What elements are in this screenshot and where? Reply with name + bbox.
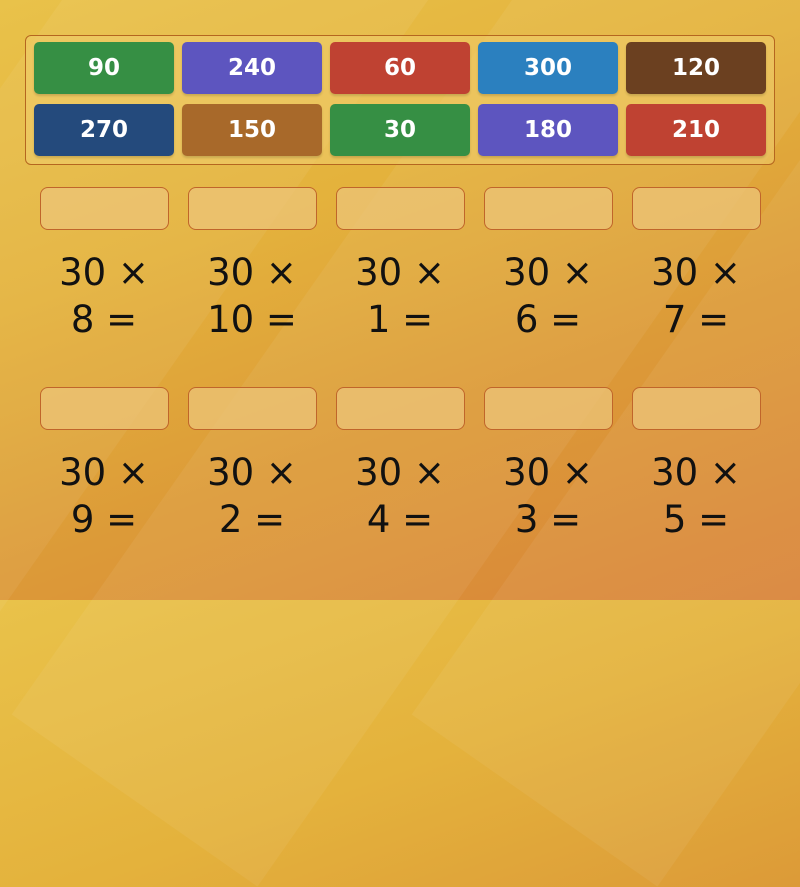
question-line-2: 6 = (514, 298, 582, 341)
question-line-2: 1 = (366, 298, 434, 341)
answer-tile[interactable]: 300 (478, 42, 618, 94)
answer-tile[interactable]: 120 (626, 42, 766, 94)
question-text: 30 × 1 = (326, 249, 474, 343)
answer-drop-zone[interactable] (632, 187, 761, 230)
question-line-2: 2 = (218, 498, 286, 541)
question-text: 30 × 7 = (622, 249, 770, 343)
question-line-1: 30 × (355, 451, 445, 494)
answer-tile[interactable]: 240 (182, 42, 322, 94)
question-line-1: 30 × (651, 251, 741, 294)
answer-tile[interactable]: 210 (626, 104, 766, 156)
question-line-2: 4 = (366, 498, 434, 541)
answer-tile[interactable]: 90 (34, 42, 174, 94)
answer-drop-zone[interactable] (188, 387, 317, 430)
question-line-1: 30 × (503, 251, 593, 294)
question-line-2: 8 = (70, 298, 138, 341)
question-text: 30 × 2 = (178, 449, 326, 543)
answer-drop-zone[interactable] (336, 387, 465, 430)
answer-tile[interactable]: 30 (330, 104, 470, 156)
answer-drop-zone[interactable] (40, 187, 169, 230)
question-line-2: 5 = (662, 498, 730, 541)
answer-drop-zone[interactable] (484, 387, 613, 430)
question-line-1: 30 × (207, 251, 297, 294)
question-line-2: 10 = (207, 298, 297, 341)
question-line-1: 30 × (651, 451, 741, 494)
question-line-2: 7 = (662, 298, 730, 341)
question-text: 30 × 4 = (326, 449, 474, 543)
question-text: 30 × 5 = (622, 449, 770, 543)
answer-drop-zone[interactable] (40, 387, 169, 430)
answer-tile[interactable]: 270 (34, 104, 174, 156)
answer-drop-zone[interactable] (484, 187, 613, 230)
question-text: 30 × 6 = (474, 249, 622, 343)
question-line-1: 30 × (59, 251, 149, 294)
question-line-1: 30 × (355, 251, 445, 294)
question-line-1: 30 × (207, 451, 297, 494)
question-text: 30 × 10 = (178, 249, 326, 343)
question-line-2: 9 = (70, 498, 138, 541)
question-line-1: 30 × (503, 451, 593, 494)
answer-tile[interactable]: 180 (478, 104, 618, 156)
question-text: 30 × 8 = (30, 249, 178, 343)
question-text: 30 × 9 = (30, 449, 178, 543)
question-line-2: 3 = (514, 498, 582, 541)
question-line-1: 30 × (59, 451, 149, 494)
answer-tile[interactable]: 60 (330, 42, 470, 94)
question-text: 30 × 3 = (474, 449, 622, 543)
answer-drop-zone[interactable] (632, 387, 761, 430)
answer-tile[interactable]: 150 (182, 104, 322, 156)
answer-drop-zone[interactable] (336, 187, 465, 230)
answer-drop-zone[interactable] (188, 187, 317, 230)
